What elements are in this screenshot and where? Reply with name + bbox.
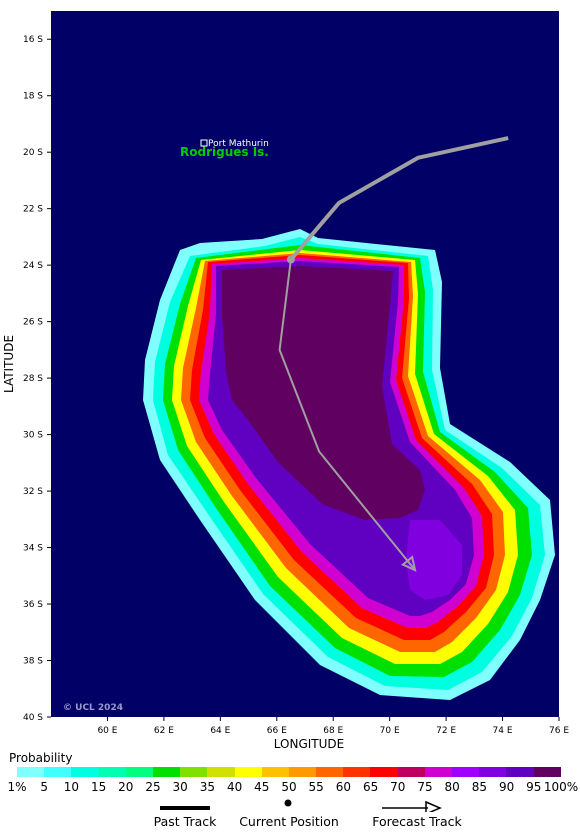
legend-swatch <box>506 767 534 777</box>
y-axis-title: LATITUDE <box>2 335 16 393</box>
lon-tick-label: 72 E <box>436 726 456 736</box>
lon-tick-label: 66 E <box>267 726 287 736</box>
lon-tick-label: 64 E <box>210 726 230 736</box>
lat-tick-label: 32 S <box>23 487 43 497</box>
legend-swatch <box>44 767 72 777</box>
legend-swatch <box>234 767 262 777</box>
legend-scale-label: 100% <box>543 780 579 794</box>
rodrigues-label: Rodrigues Is. <box>180 145 269 159</box>
latitude-tick-labels: 16 S 18 S 20 S 22 S 24 S 26 S 28 S 30 S 32 S 34 S… <box>23 35 43 723</box>
lat-tick-label: 24 S <box>23 261 43 271</box>
x-axis-title: LONGITUDE <box>274 737 344 751</box>
longitude-tick-labels: 60 E 62 E 64 E 66 E 68 E 70 E 72 E 74 E 76 E <box>97 726 569 736</box>
lat-tick-label: 40 S <box>23 713 43 723</box>
legend-scale-label: 5 <box>40 780 49 794</box>
lat-tick-label: 26 S <box>23 318 43 328</box>
track-layer <box>278 136 509 572</box>
legend-swatch <box>316 767 344 777</box>
lat-tick-label: 20 S <box>23 148 43 158</box>
legend-swatch <box>533 767 561 777</box>
probability-swath <box>143 229 555 700</box>
legend-scale-label: 45 <box>254 780 270 794</box>
port-marker-icon <box>200 139 208 147</box>
legend-scale-label: 10 <box>63 780 80 794</box>
lon-tick-label: 60 E <box>97 726 117 736</box>
lon-tick-label: 70 E <box>380 726 400 736</box>
lat-tick-label: 34 S <box>23 544 43 554</box>
grid-ticks <box>47 38 560 721</box>
lat-tick-label: 30 S <box>23 431 43 441</box>
legend-swatch <box>261 767 289 777</box>
legend-swatch <box>479 767 507 777</box>
legend-scale-label: 65 <box>362 780 379 794</box>
current-position-key: Current Position <box>230 798 348 834</box>
lat-tick-label: 36 S <box>23 600 43 610</box>
past-track-line <box>289 136 509 261</box>
past-track-key: Past Track <box>140 798 230 834</box>
legend-swatch <box>207 767 235 777</box>
swath-inner-pocket <box>406 520 462 600</box>
legend-scale-label: 80 <box>444 780 460 794</box>
legend-swatch <box>152 767 181 777</box>
swath-band-9 <box>222 266 425 520</box>
lat-tick-label: 28 S <box>23 374 43 384</box>
port-mathurin-label: Port Mathurin <box>208 139 269 149</box>
copyright-text: © UCL 2024 <box>63 703 123 713</box>
legend-swatch <box>17 767 45 777</box>
legend-swatch <box>98 767 126 777</box>
current-position-marker <box>286 255 295 264</box>
forecast-arrowhead <box>400 555 417 572</box>
legend-swatch <box>370 767 398 777</box>
past-track-icon <box>160 806 210 810</box>
legend-color-bar <box>17 767 561 777</box>
legend-swatch <box>125 767 153 777</box>
legend-scale-label: 60 <box>335 780 352 794</box>
legend-swatch <box>288 767 317 777</box>
lon-tick-label: 76 E <box>549 726 569 736</box>
lat-tick-label: 38 S <box>23 657 43 667</box>
legend-swatch <box>180 767 208 777</box>
lon-tick-label: 68 E <box>323 726 343 736</box>
legend-scale-label: 25 <box>145 780 161 794</box>
legend-scale-label: 50 <box>281 780 297 794</box>
legend-swatch <box>71 767 99 777</box>
forecast-track-line <box>278 259 416 571</box>
legend-scale-label: 95 <box>526 780 542 794</box>
legend-scale-label: 15 <box>90 780 107 794</box>
lon-tick-label: 74 E <box>493 726 513 736</box>
legend-scale-label: 20 <box>118 780 134 794</box>
legend-title: Probability <box>9 751 73 765</box>
lon-tick-label: 62 E <box>154 726 174 736</box>
forecast-track-icon <box>382 800 442 816</box>
rodrigues-island: Port Mathurin Rodrigues Is. <box>180 139 269 159</box>
legend-swatch <box>343 767 371 777</box>
legend-scale-labels: 1% 5 10 15 20 25 30 35 40 45 50 55 60 65 70 75 80 85 90 95 1… <box>0 780 580 794</box>
lat-tick-label: 18 S <box>23 92 43 102</box>
current-position-label: Current Position <box>239 814 339 829</box>
legend-scale-label: 30 <box>172 780 188 794</box>
forecast-track-key: Forecast Track <box>362 798 472 834</box>
legend-scale-label: 1% <box>7 780 27 794</box>
legend-scale-label: 70 <box>390 780 406 794</box>
legend-swatch <box>397 767 425 777</box>
lat-tick-label: 22 S <box>23 205 43 215</box>
forecast-track-label: Forecast Track <box>372 814 462 829</box>
legend-scale-label: 75 <box>417 780 433 794</box>
legend-scale-label: 35 <box>199 780 216 794</box>
past-track-label: Past Track <box>153 814 217 829</box>
legend-scale-label: 90 <box>498 780 515 794</box>
legend-swatch <box>452 767 480 777</box>
lat-tick-label: 16 S <box>23 35 43 45</box>
legend-scale-label: 55 <box>308 780 324 794</box>
current-position-icon <box>284 799 292 807</box>
legend-scale-label: 85 <box>471 780 488 794</box>
legend-scale-label: 40 <box>226 780 243 794</box>
legend-swatch <box>424 767 452 777</box>
